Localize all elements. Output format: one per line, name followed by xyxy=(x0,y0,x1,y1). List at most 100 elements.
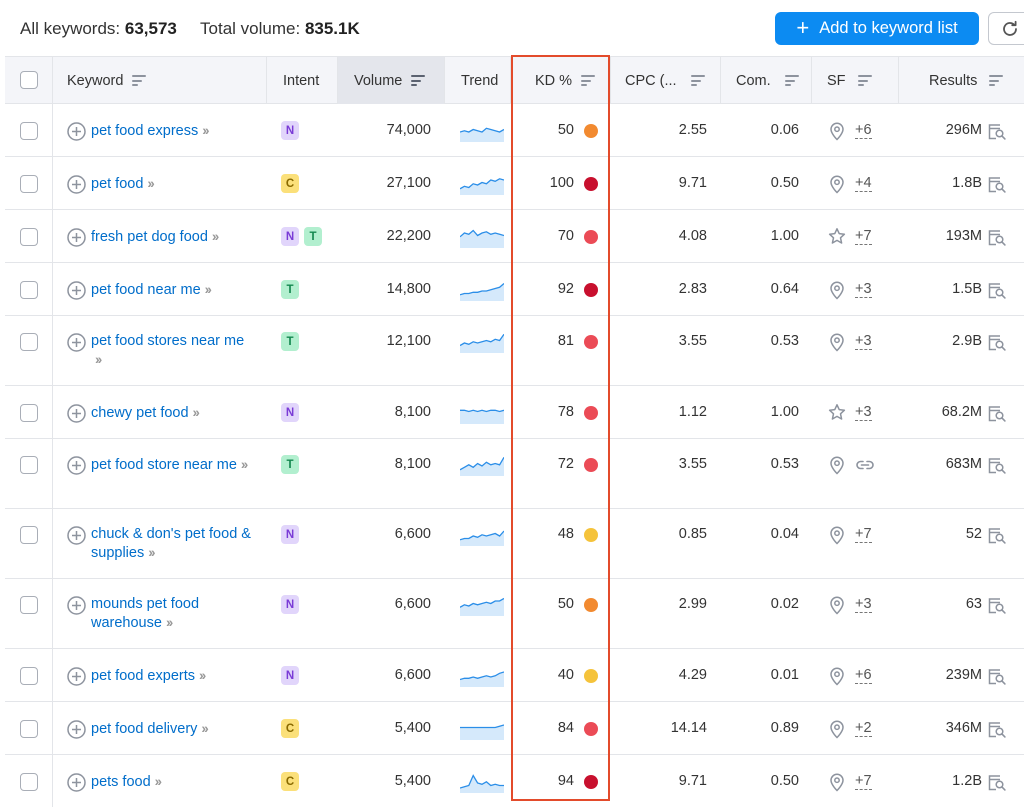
serp-preview-icon[interactable] xyxy=(987,176,1007,194)
serp-preview-icon[interactable] xyxy=(987,668,1007,686)
serp-features-more[interactable]: +3 xyxy=(855,333,872,350)
serp-preview-icon[interactable] xyxy=(987,229,1007,247)
keyword-label[interactable]: pets food xyxy=(91,774,151,790)
serp-preview-icon[interactable] xyxy=(987,721,1007,739)
row-checkbox[interactable] xyxy=(20,175,38,193)
add-keyword-icon[interactable] xyxy=(67,333,86,352)
sort-icon[interactable] xyxy=(132,75,147,86)
keyword-label[interactable]: fresh pet dog food xyxy=(91,229,208,245)
sort-icon[interactable] xyxy=(857,75,872,86)
keyword-label[interactable]: pet food delivery xyxy=(91,721,198,737)
select-all-checkbox[interactable] xyxy=(20,71,38,89)
serp-features-more[interactable]: +6 xyxy=(855,667,872,684)
sort-icon[interactable] xyxy=(784,75,799,86)
double-chevron-icon[interactable]: ›› xyxy=(211,228,219,244)
row-checkbox[interactable] xyxy=(20,404,38,422)
serp-preview-icon[interactable] xyxy=(987,334,1007,352)
serp-features-more[interactable]: +2 xyxy=(855,720,872,737)
double-chevron-icon[interactable]: ›› xyxy=(240,456,248,472)
serp-preview-icon[interactable] xyxy=(987,123,1007,141)
keyword-label[interactable]: chewy pet food xyxy=(91,405,189,421)
serp-features-more[interactable]: +7 xyxy=(855,773,872,790)
column-header-competition[interactable]: Com. xyxy=(721,57,812,104)
keyword-link[interactable]: pets food ›› xyxy=(91,773,251,792)
add-keyword-icon[interactable] xyxy=(67,175,86,194)
double-chevron-icon[interactable]: ›› xyxy=(165,613,173,630)
add-keyword-icon[interactable] xyxy=(67,720,86,739)
double-chevron-icon[interactable]: ›› xyxy=(202,122,209,138)
sort-icon[interactable] xyxy=(581,75,596,86)
column-header-kd[interactable]: KD % xyxy=(511,57,611,104)
column-header-keyword[interactable]: Keyword xyxy=(53,57,267,104)
sort-icon[interactable] xyxy=(989,75,1004,86)
row-checkbox[interactable] xyxy=(20,596,38,614)
serp-preview-icon[interactable] xyxy=(987,405,1007,423)
row-checkbox[interactable] xyxy=(20,456,38,474)
serp-features-more[interactable]: +3 xyxy=(855,404,872,421)
serp-preview-icon[interactable] xyxy=(987,282,1007,300)
row-checkbox[interactable] xyxy=(20,773,38,791)
serp-features-more[interactable]: +4 xyxy=(855,175,872,192)
keyword-link[interactable]: pet food stores near me›› xyxy=(91,333,251,369)
double-chevron-icon[interactable]: ›› xyxy=(199,667,206,683)
keyword-link[interactable]: pet food ›› xyxy=(91,175,251,194)
column-header-trend[interactable]: Trend xyxy=(445,57,511,104)
add-keyword-icon[interactable] xyxy=(67,456,86,475)
add-keyword-icon[interactable] xyxy=(67,228,86,247)
serp-preview-icon[interactable] xyxy=(987,527,1007,545)
double-chevron-icon[interactable]: ›› xyxy=(201,720,208,736)
serp-features-more[interactable]: +7 xyxy=(855,526,872,543)
keyword-label[interactable]: pet food express xyxy=(91,123,199,139)
add-keyword-icon[interactable] xyxy=(67,773,86,792)
sort-icon[interactable] xyxy=(690,75,705,86)
column-header-volume[interactable]: Volume xyxy=(338,57,445,104)
keyword-link[interactable]: chewy pet food ›› xyxy=(91,404,251,423)
keyword-label[interactable]: chuck & don's pet food & supplies xyxy=(91,526,251,561)
serp-features-more[interactable]: +3 xyxy=(855,596,872,613)
add-keyword-icon[interactable] xyxy=(67,122,86,141)
add-keyword-icon[interactable] xyxy=(67,596,86,615)
sort-icon[interactable] xyxy=(411,75,426,86)
serp-features-more[interactable]: +7 xyxy=(855,228,872,245)
keyword-label[interactable]: pet food stores near me xyxy=(91,333,245,349)
serp-preview-icon[interactable] xyxy=(987,597,1007,615)
add-keyword-icon[interactable] xyxy=(67,667,86,686)
keyword-link[interactable]: pet food delivery ›› xyxy=(91,720,251,739)
double-chevron-icon[interactable]: ›› xyxy=(148,543,155,560)
keyword-label[interactable]: pet food near me xyxy=(91,282,201,298)
row-checkbox[interactable] xyxy=(20,667,38,685)
keyword-label[interactable]: mounds pet food warehouse xyxy=(91,596,200,631)
keyword-label[interactable]: pet food xyxy=(91,176,144,192)
keyword-label[interactable]: pet food store near me xyxy=(91,457,237,473)
serp-features-more[interactable]: +6 xyxy=(855,122,872,139)
keyword-link[interactable]: fresh pet dog food ›› xyxy=(91,228,251,247)
row-checkbox[interactable] xyxy=(20,228,38,246)
add-keyword-icon[interactable] xyxy=(67,526,86,545)
row-checkbox[interactable] xyxy=(20,720,38,738)
add-keyword-icon[interactable] xyxy=(67,404,86,423)
keyword-link[interactable]: pet food experts ›› xyxy=(91,667,251,686)
add-keyword-icon[interactable] xyxy=(67,281,86,300)
keyword-link[interactable]: pet food express ›› xyxy=(91,122,251,141)
keyword-link[interactable]: pet food near me ›› xyxy=(91,281,251,300)
serp-preview-icon[interactable] xyxy=(987,774,1007,792)
keyword-label[interactable]: pet food experts xyxy=(91,668,195,684)
serp-preview-icon[interactable] xyxy=(987,457,1007,475)
row-checkbox[interactable] xyxy=(20,526,38,544)
column-header-intent[interactable]: Intent xyxy=(267,57,338,104)
double-chevron-icon[interactable]: ›› xyxy=(147,175,154,191)
double-chevron-icon[interactable]: ›› xyxy=(204,281,212,297)
double-chevron-icon[interactable]: ›› xyxy=(192,404,200,420)
keyword-link[interactable]: pet food store near me ›› xyxy=(91,456,251,475)
keyword-link[interactable]: mounds pet food warehouse ›› xyxy=(91,596,251,632)
keyword-link[interactable]: chuck & don's pet food & supplies ›› xyxy=(91,526,251,562)
row-checkbox[interactable] xyxy=(20,333,38,351)
serp-features-more[interactable]: +3 xyxy=(855,281,872,298)
column-header-cpc[interactable]: CPC (... xyxy=(611,57,721,104)
double-chevron-icon[interactable]: ›› xyxy=(154,773,162,789)
double-chevron-icon[interactable]: ›› xyxy=(95,350,102,367)
column-header-serp-features[interactable]: SF xyxy=(812,57,899,104)
refresh-button[interactable] xyxy=(988,12,1024,45)
column-header-results[interactable]: Results xyxy=(899,57,1024,104)
row-checkbox[interactable] xyxy=(20,281,38,299)
